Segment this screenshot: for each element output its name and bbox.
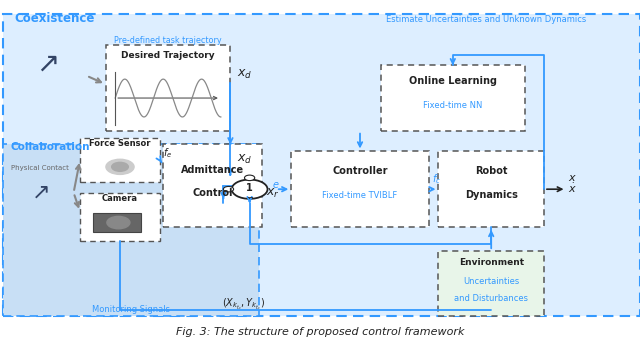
Text: Environment: Environment (459, 258, 524, 268)
Text: Force Sensor: Force Sensor (89, 139, 151, 148)
Bar (3, 14, 640, 316)
Text: Collaboration: Collaboration (10, 142, 90, 152)
Text: _: _ (247, 187, 252, 198)
Text: Camera: Camera (102, 194, 138, 203)
Bar (80, 193, 160, 241)
Text: Robot: Robot (475, 166, 508, 176)
Text: Physical Contact: Physical Contact (11, 165, 68, 171)
Text: and Disturbances: and Disturbances (454, 294, 528, 303)
Text: e: e (273, 180, 278, 190)
Text: Pre-defined task trajectory: Pre-defined task trajectory (114, 36, 222, 45)
Text: ↗: ↗ (32, 183, 51, 203)
Circle shape (223, 186, 234, 192)
Text: Fixed-time TVIBLF: Fixed-time TVIBLF (323, 191, 397, 200)
Bar (106, 45, 230, 131)
Bar (438, 251, 544, 316)
Bar (163, 144, 262, 227)
Text: $\dot{x}$: $\dot{x}$ (568, 181, 577, 195)
Text: Fig. 3: The structure of proposed control framework: Fig. 3: The structure of proposed contro… (176, 327, 464, 337)
Text: Controller: Controller (332, 166, 388, 176)
Text: Uncertainties: Uncertainties (463, 277, 519, 286)
Text: 1: 1 (246, 183, 253, 193)
Bar (291, 151, 429, 227)
Bar (3, 144, 259, 316)
Circle shape (106, 159, 134, 174)
Text: $x_d$: $x_d$ (237, 67, 252, 80)
Text: Online Learning: Online Learning (409, 76, 497, 86)
Text: Dynamics: Dynamics (465, 190, 518, 200)
Text: $f_c$: $f_c$ (432, 172, 441, 186)
Text: Monitoring Signals: Monitoring Signals (92, 305, 170, 314)
Text: $x$: $x$ (568, 173, 577, 183)
Bar (93, 213, 141, 232)
Bar (381, 65, 525, 131)
Text: $(X_{k_{t_c}}, Y_{k_{t_c}})$: $(X_{k_{t_c}}, Y_{k_{t_c}})$ (221, 296, 265, 312)
Text: ↗: ↗ (36, 50, 60, 78)
Text: Estimate Uncertainties and Unknown Dynamics: Estimate Uncertainties and Unknown Dynam… (387, 15, 586, 24)
Bar (80, 138, 160, 182)
Circle shape (112, 162, 128, 171)
Text: Coexistence: Coexistence (14, 12, 95, 25)
Circle shape (232, 180, 268, 199)
Text: Fixed-time NN: Fixed-time NN (423, 101, 483, 110)
Text: $x_d$: $x_d$ (237, 153, 252, 166)
Text: $f_e$: $f_e$ (163, 147, 173, 160)
Text: Admittance: Admittance (181, 165, 244, 175)
Text: $x_r$: $x_r$ (266, 187, 280, 200)
Circle shape (244, 175, 255, 181)
Bar (438, 151, 544, 227)
Circle shape (107, 216, 130, 229)
Text: Control: Control (193, 188, 233, 198)
Text: Desired Trajectory: Desired Trajectory (121, 52, 215, 61)
